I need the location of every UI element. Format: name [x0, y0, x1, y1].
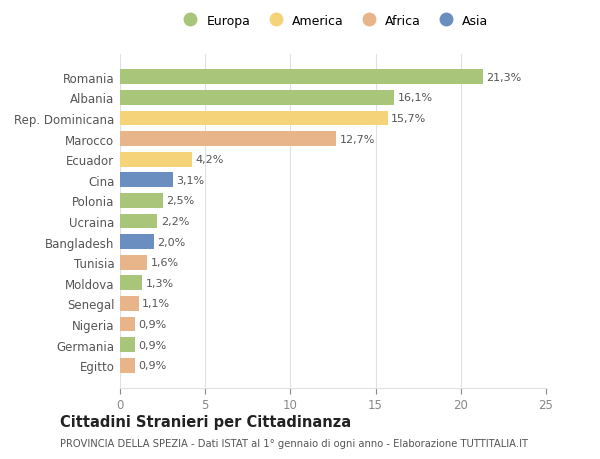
Bar — [120, 276, 142, 291]
Bar — [120, 337, 136, 352]
Bar — [120, 91, 394, 106]
Text: Cittadini Stranieri per Cittadinanza: Cittadini Stranieri per Cittadinanza — [60, 414, 351, 429]
Text: 1,6%: 1,6% — [151, 257, 179, 268]
Text: 4,2%: 4,2% — [195, 155, 223, 165]
Text: 2,0%: 2,0% — [157, 237, 186, 247]
Bar — [120, 214, 157, 229]
Text: 21,3%: 21,3% — [487, 73, 521, 83]
Legend: Europa, America, Africa, Asia: Europa, America, Africa, Asia — [178, 15, 488, 28]
Text: 0,9%: 0,9% — [139, 319, 167, 329]
Bar — [120, 235, 154, 249]
Text: 12,7%: 12,7% — [340, 134, 375, 144]
Text: 1,1%: 1,1% — [142, 299, 170, 308]
Text: 2,2%: 2,2% — [161, 217, 189, 226]
Bar — [120, 358, 136, 373]
Bar — [120, 173, 173, 188]
Bar — [120, 255, 147, 270]
Bar — [120, 194, 163, 208]
Text: 16,1%: 16,1% — [398, 93, 433, 103]
Text: 3,1%: 3,1% — [176, 175, 205, 185]
Text: 2,5%: 2,5% — [166, 196, 194, 206]
Text: PROVINCIA DELLA SPEZIA - Dati ISTAT al 1° gennaio di ogni anno - Elaborazione TU: PROVINCIA DELLA SPEZIA - Dati ISTAT al 1… — [60, 438, 528, 448]
Bar — [120, 317, 136, 331]
Text: 15,7%: 15,7% — [391, 114, 426, 123]
Text: 0,9%: 0,9% — [139, 340, 167, 350]
Bar — [120, 70, 483, 85]
Bar — [120, 296, 139, 311]
Bar — [120, 112, 388, 126]
Bar — [120, 152, 191, 167]
Text: 1,3%: 1,3% — [146, 278, 173, 288]
Text: 0,9%: 0,9% — [139, 360, 167, 370]
Bar — [120, 132, 337, 147]
